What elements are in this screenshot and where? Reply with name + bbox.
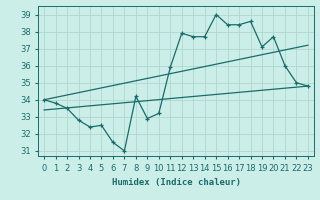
X-axis label: Humidex (Indice chaleur): Humidex (Indice chaleur): [111, 178, 241, 187]
